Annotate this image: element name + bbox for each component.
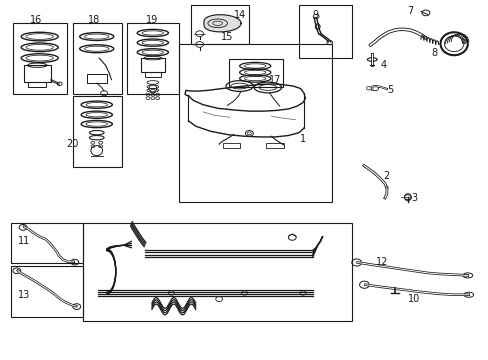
Bar: [11, 223, 82, 263]
Bar: [87, 74, 106, 83]
Text: 7: 7: [407, 6, 412, 17]
Text: 19: 19: [145, 15, 158, 26]
Bar: [141, 58, 164, 72]
Bar: [73, 23, 122, 94]
Text: 11: 11: [18, 236, 30, 246]
Text: 17: 17: [268, 75, 281, 85]
Text: 13: 13: [18, 291, 30, 301]
Text: 1: 1: [299, 134, 305, 144]
Text: 14: 14: [233, 10, 245, 20]
Bar: [13, 23, 66, 94]
Bar: [222, 143, 239, 148]
Text: 9: 9: [311, 10, 318, 20]
Text: 4: 4: [380, 60, 386, 70]
Bar: [73, 96, 122, 167]
Bar: [82, 223, 351, 320]
Bar: [127, 23, 178, 94]
Text: 3: 3: [410, 193, 416, 203]
Text: 2: 2: [382, 171, 388, 181]
Bar: [145, 72, 160, 77]
Text: 12: 12: [375, 257, 387, 267]
Polygon shape: [203, 15, 241, 32]
Bar: [228, 59, 282, 87]
Text: 20: 20: [66, 139, 79, 149]
Text: 8: 8: [431, 48, 437, 58]
Text: 6: 6: [460, 36, 466, 46]
Bar: [266, 143, 283, 148]
Text: 5: 5: [387, 85, 393, 95]
Text: 16: 16: [30, 15, 42, 26]
Bar: [23, 65, 51, 82]
Bar: [299, 5, 351, 58]
Bar: [28, 82, 46, 87]
Text: 10: 10: [407, 294, 420, 304]
Text: 18: 18: [88, 15, 100, 26]
Bar: [11, 266, 82, 317]
Bar: [178, 44, 331, 202]
Text: 15: 15: [220, 32, 233, 42]
Bar: [190, 5, 249, 44]
